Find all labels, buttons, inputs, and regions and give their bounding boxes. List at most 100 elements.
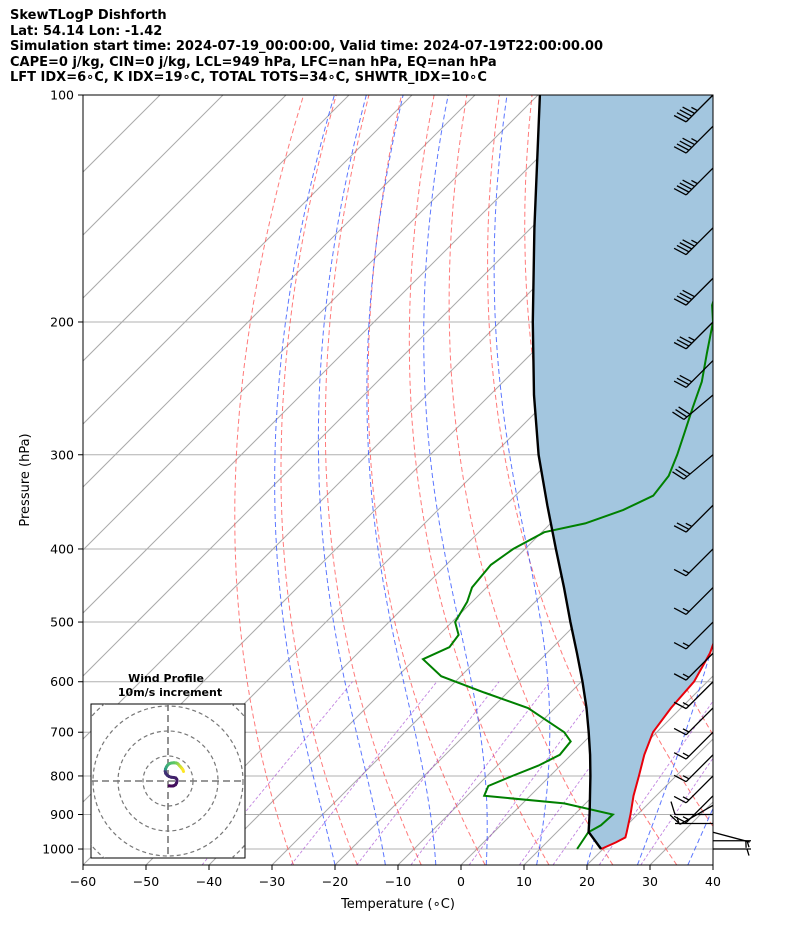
dry-adiabat-line	[448, 95, 614, 865]
moist-adiabat-line	[274, 95, 336, 865]
x-tick-label: −60	[70, 874, 96, 889]
y-tick-label: 500	[50, 615, 74, 630]
barb-feather-half	[688, 336, 695, 341]
moist-adiabat-line	[317, 95, 386, 865]
x-tick-label: 40	[705, 874, 721, 889]
barb-feather-full	[673, 607, 687, 615]
barb-feather-full	[672, 411, 685, 421]
barb-feather-full	[673, 673, 687, 681]
title-location: Lat: 54.14 Lon: -1.42	[10, 23, 163, 39]
mixing-ratio-line	[468, 681, 606, 865]
dry-adiabat-line	[367, 95, 486, 865]
barb-staff	[685, 707, 714, 736]
barb-staff	[685, 167, 714, 196]
barb-feather-full	[682, 289, 695, 298]
mixing-ratio-line	[640, 757, 713, 865]
barb-staff	[685, 731, 714, 760]
barb-feather-half	[682, 642, 690, 647]
barb-feather-full	[673, 188, 687, 196]
chart-title-block: SkewTLogP Dishforth Lat: 54.14 Lon: -1.4…	[10, 8, 603, 86]
mixing-ratio-line	[356, 681, 500, 865]
isotherm-line	[83, 95, 413, 425]
barb-feather-full	[676, 377, 690, 386]
barb-feather-half	[691, 138, 698, 143]
wind-barb	[673, 321, 714, 350]
barb-feather-full	[682, 106, 695, 114]
isotherm-line	[271, 423, 713, 865]
moist-adiabat-line	[687, 807, 713, 865]
barb-feather-full	[673, 568, 687, 577]
barb-feather-full	[679, 292, 693, 301]
dewpoint-line	[421, 299, 713, 850]
barb-feather-full	[679, 109, 693, 117]
barb-feather-half	[746, 848, 750, 856]
y-axis-label: Pressure (hPa)	[18, 433, 33, 526]
moist-adiabat-line	[636, 95, 713, 865]
wind-barb	[673, 681, 714, 710]
barb-feather-full	[682, 137, 695, 146]
x-axis-label: Temperature (∘C)	[340, 897, 455, 912]
barb-feather-full	[682, 239, 695, 247]
barb-staff	[685, 94, 714, 123]
barb-feather-full	[673, 114, 687, 123]
barb-staff	[685, 125, 714, 154]
barb-feather-full	[673, 774, 687, 783]
barb-feather-half	[685, 522, 693, 528]
dry-adiabat-line	[324, 95, 422, 865]
barb-feather-full	[672, 471, 685, 480]
barb-feather-full	[673, 752, 687, 760]
wind-barb	[673, 754, 714, 783]
barb-staff	[685, 621, 714, 650]
isotherm-line	[145, 297, 713, 865]
isotherm-line	[83, 95, 350, 362]
barb-feather-full	[679, 374, 693, 383]
barb-feather-full	[670, 801, 676, 815]
x-tick-label: −10	[385, 874, 411, 889]
x-tick-label: 30	[642, 874, 658, 889]
wind-barb	[669, 804, 714, 825]
barb-feather-full	[679, 182, 693, 190]
isotherm-line	[83, 95, 476, 488]
wind-barb	[673, 731, 714, 760]
barb-staff	[685, 548, 714, 577]
barb-feather-full	[678, 466, 691, 475]
title-index-line: LFT IDX=6∘C, K IDX=19∘C, TOTAL TOTS=34∘C…	[10, 70, 487, 86]
title-times: Simulation start time: 2024-07-19_00:00:…	[10, 39, 603, 55]
x-tick-label: −40	[196, 874, 222, 889]
barb-feather-half	[691, 239, 698, 244]
barb-feather-half	[691, 106, 698, 112]
x-tick-label: 20	[579, 874, 595, 889]
wind-barb	[712, 831, 750, 848]
mixing-ratio-line	[519, 681, 653, 865]
mixing-ratio-line	[410, 681, 551, 865]
barb-feather-half	[682, 569, 690, 574]
wind-barb	[672, 394, 714, 421]
mixing-ratio-line	[290, 681, 438, 865]
dry-adiabat-line	[760, 95, 794, 865]
barb-staff	[683, 454, 714, 480]
dry-adiabat-line	[728, 95, 794, 865]
wind-barb	[673, 707, 714, 736]
barb-feather-half	[682, 728, 690, 733]
wind-barb	[713, 848, 751, 856]
wind-barb	[673, 167, 714, 196]
wind-barb	[673, 621, 714, 650]
barb-feather-full	[673, 815, 687, 824]
barb-feather-full	[676, 112, 690, 120]
barb-staff	[712, 831, 750, 843]
barb-feather-full	[675, 408, 688, 418]
barb-feather-half	[682, 816, 690, 821]
barb-staff	[685, 504, 714, 533]
barb-feather-full	[676, 185, 690, 193]
barb-feather-full	[678, 406, 691, 415]
barb-feather-full	[679, 242, 693, 250]
barb-feather-half	[691, 179, 698, 185]
barb-feather-full	[679, 140, 693, 148]
barb-feather-half	[682, 702, 690, 707]
barb-staff	[679, 804, 714, 825]
title-station: SkewTLogP Dishforth	[10, 8, 167, 23]
y-tick-label: 800	[50, 768, 74, 783]
dry-adiabat-line	[487, 95, 678, 865]
barb-staff	[685, 227, 714, 256]
moist-adiabat-line	[423, 95, 488, 865]
